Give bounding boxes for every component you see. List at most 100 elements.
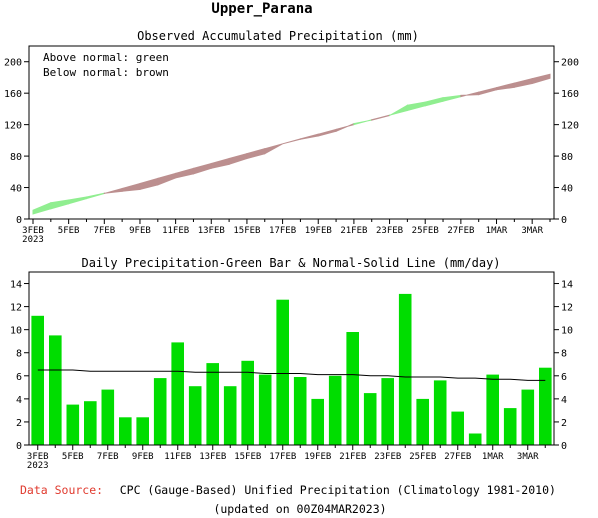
daily-bar-11feb [171,342,184,445]
daily-bar-2mar [503,408,517,445]
accumulated-band-13feb [210,157,230,169]
accumulated-band-14feb [228,152,248,165]
daily-bar-16feb [258,374,272,445]
daily-bar-5feb [66,404,80,445]
daily-bar-8feb [119,417,132,445]
daily-bar-27feb [451,411,464,445]
accumulated-band-8feb [121,182,141,192]
daily-bar-4feb [49,335,62,445]
accumulated-x-tick-label-11feb: 11FEB [162,226,189,236]
daily-bar-22feb [363,393,377,445]
daily-panel: Daily Precipitation-Green Bar & Normal-S… [10,256,573,471]
data-source-text: CPC (Gauge-Based) Unified Precipitation … [120,483,556,497]
accumulated-band-1mar [496,82,515,91]
accumulated-band-18feb [299,133,319,140]
accumulated-y-tick-label-left-120: 120 [4,121,22,132]
daily-x-tick-label-9feb: 9FEB [132,452,154,462]
accumulated-x-tick-label-5feb: 5FEB [58,226,80,236]
accumulated-x-tick-label-7feb: 7FEB [93,226,115,236]
accumulated-band-11feb [175,167,194,179]
accumulated-panel: Observed Accumulated Precipitation (mm) … [4,29,579,245]
accumulated-band-22feb [371,114,391,121]
accumulated-x-tick-label-25feb: 25FEB [412,226,439,236]
accumulated-x-tick-label-13feb: 13FEB [198,226,225,236]
accumulated-y-tick-label-right-0: 0 [561,215,567,226]
daily-x-tick-label-5feb: 5FEB [62,452,84,462]
daily-x-tick-label-3mar: 3MAR [517,452,539,462]
accumulated-band-21feb [353,119,373,126]
daily-bar-7feb [101,389,115,445]
accumulated-x-tick-label-3mar: 3MAR [521,226,543,236]
daily-bar-1mar [486,374,499,445]
daily-x-tick-label-3feb: 3FEB [27,452,49,462]
accumulated-y-tick-label-left-40: 40 [10,184,22,195]
daily-bar-19feb [311,398,324,445]
daily-bar-3feb [31,315,44,445]
accumulated-x-year-label: 2023 [22,235,44,245]
daily-bar-17feb [276,299,289,445]
daily-bar-21feb [346,332,359,445]
accumulated-frame [28,45,555,220]
daily-x-tick-label-27feb: 27FEB [444,452,471,462]
daily-bar-25feb [416,398,429,445]
daily-bar-26feb [433,380,447,445]
accumulated-band-16feb [264,143,283,155]
accumulated-band-10feb [157,172,177,186]
accumulated-band-12feb [192,162,212,175]
daily-y-tick-label-left-12: 12 [10,303,22,314]
accumulated-x-tick-label-1mar: 1MAR [486,226,508,236]
daily-y-tick-label-left-6: 6 [16,372,22,383]
accumulated-x-tick-label-15feb: 15FEB [233,226,260,236]
daily-x-tick-label-11feb: 11FEB [164,452,191,462]
accumulated-band-15feb [246,148,266,160]
daily-bar-4mar [539,367,552,445]
daily-y-tick-label-left-4: 4 [16,395,22,406]
daily-y-tick-label-right-4: 4 [561,395,567,406]
accumulated-x-axis: 3FEB 5FEB 7FEB 9FEB 11FEB 13FEB 15FEB 17FEB 19FE… [22,219,551,245]
daily-bar-28feb [468,433,482,445]
daily-bar-23feb [381,378,394,445]
daily-x-tick-label-7feb: 7FEB [97,452,119,462]
accumulated-x-tick-label-9feb: 9FEB [129,226,151,236]
daily-x-tick-label-13feb: 13FEB [199,452,226,462]
daily-bar-3mar [521,389,535,445]
accumulated-band-28feb [478,86,497,96]
daily-bar-18feb [293,377,307,445]
accumulated-band-24feb [406,101,426,112]
daily-x-tick-label-21feb: 21FEB [339,452,366,462]
accumulated-x-tick-label-17feb: 17FEB [269,226,296,236]
daily-y-tick-label-left-10: 10 [10,326,22,337]
daily-bar-13feb [206,363,219,445]
accumulated-band-2mar [513,78,533,88]
daily-x-tick-label-1mar: 1MAR [482,452,504,462]
accumulated-y-tick-label-right-160: 160 [561,89,579,100]
data-source-label: Data Source: [20,483,103,497]
daily-y-tick-label-right-12: 12 [561,303,573,314]
accumulated-x-tick-label-23feb: 23FEB [376,226,403,236]
daily-bar-6feb [84,401,97,445]
legend-above-normal: Above normal: green [43,51,169,64]
daily-x-tick-label-15feb: 15FEB [234,452,261,462]
daily-x-tick-label-19feb: 19FEB [304,452,331,462]
daily-bar-12feb [188,386,202,445]
accumulated-y-tick-label-left-80: 80 [10,152,22,163]
accumulated-band-20feb [335,122,355,133]
accumulated-y-tick-label-right-200: 200 [561,58,579,69]
daily-y-tick-label-left-14: 14 [10,280,22,291]
daily-x-tick-label-17feb: 17FEB [269,452,296,462]
legend-below-normal: Below normal: brown [43,66,169,79]
daily-normal-line [37,369,546,381]
chart-main-title: Upper_Parana [211,1,312,17]
accumulated-y-tick-label-left-0: 0 [16,215,22,226]
accumulated-band-27feb [460,91,480,98]
accumulated-y-tick-label-right-120: 120 [561,121,579,132]
accumulated-y-tick-label-right-80: 80 [561,152,573,163]
daily-bar-9feb [136,417,149,445]
updated-text: (updated on 00Z04MAR2023) [213,502,386,516]
daily-y-tick-label-right-10: 10 [561,326,573,337]
daily-y-tick-label-right-2: 2 [561,418,567,429]
daily-x-year-label: 2023 [27,461,49,471]
daily-x-tick-label-25feb: 25FEB [409,452,436,462]
daily-plot-area [28,271,555,446]
